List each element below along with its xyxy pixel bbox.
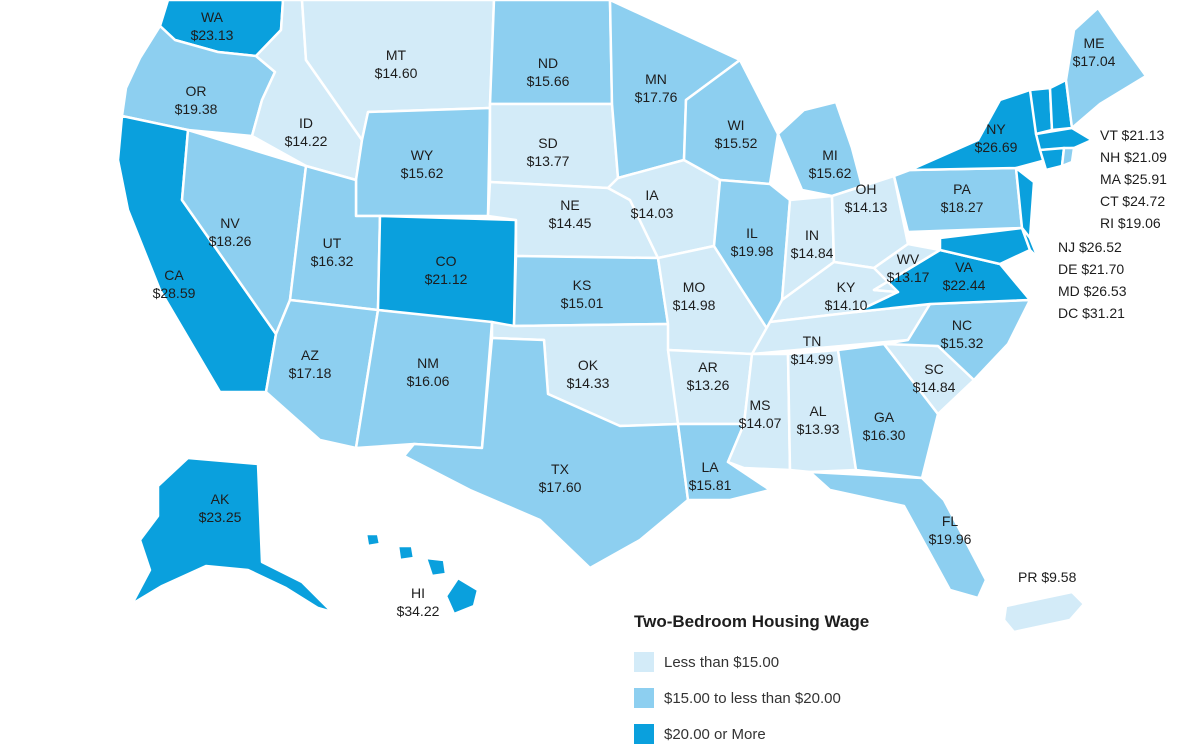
label-sc: SC $14.84 [913, 361, 956, 395]
state-md[interactable] [938, 226, 1032, 266]
legend: Two-Bedroom Housing Wage Less than $15.0… [634, 612, 869, 752]
legend-label-mid: $15.00 to less than $20.00 [664, 689, 841, 707]
label-la: LA $15.81 [689, 459, 732, 493]
label-ne: NE $14.45 [549, 197, 592, 231]
label-oh: OH $14.13 [845, 181, 888, 215]
state-wv[interactable] [872, 242, 942, 294]
label-ok: OK $14.33 [567, 357, 610, 391]
label-ri: RI $19.06 [1100, 215, 1161, 231]
legend-swatch-high [634, 724, 654, 744]
side-labels: VT $21.13 NH $21.09 MA $25.91 CT $24.72 … [1018, 127, 1167, 585]
legend-label-high: $20.00 or More [664, 725, 766, 743]
state-hi-maui[interactable] [424, 556, 448, 578]
state-pr[interactable] [1002, 590, 1086, 634]
state-hi-big[interactable] [444, 576, 480, 616]
label-nj: NJ $26.52 [1058, 239, 1122, 255]
state-hi-kauai[interactable] [364, 532, 382, 548]
label-mo: MO $14.98 [673, 279, 716, 313]
label-ms: MS $14.07 [739, 397, 782, 431]
label-nc: NC $15.32 [941, 317, 984, 351]
label-ar: AR $13.26 [687, 359, 730, 393]
label-ut: UT $16.32 [311, 235, 354, 269]
label-az: AZ $17.18 [289, 347, 332, 381]
label-mn: MN $17.76 [635, 71, 678, 105]
state-tx[interactable] [402, 336, 690, 570]
label-fl: FL $19.96 [929, 513, 972, 547]
label-nv: NV $18.26 [209, 215, 252, 249]
state-ak[interactable] [130, 456, 334, 614]
state-al[interactable] [786, 348, 858, 474]
label-me: ME $17.04 [1073, 35, 1116, 69]
label-or: OR $19.38 [175, 83, 218, 117]
state-hi-oahu[interactable] [396, 544, 416, 562]
legend-title: Two-Bedroom Housing Wage [634, 612, 870, 631]
legend-item-low: Less than $15.00 [634, 644, 869, 680]
label-ct: CT $24.72 [1100, 193, 1165, 209]
label-pr: PR $9.58 [1018, 569, 1077, 585]
state-ct[interactable] [1038, 146, 1066, 172]
label-co: CO $21.12 [425, 253, 468, 287]
label-al: AL $13.93 [797, 403, 840, 437]
label-ky: KY $14.10 [825, 279, 868, 313]
label-wy: WY $15.62 [401, 147, 444, 181]
label-hi: HI $34.22 [397, 585, 440, 619]
label-mt: MT $14.60 [375, 47, 418, 81]
label-sd: SD $13.77 [527, 135, 570, 169]
label-id: ID $14.22 [285, 115, 328, 149]
label-ny: NY $26.69 [975, 121, 1018, 155]
label-ia: IA $14.03 [631, 187, 674, 221]
state-fl[interactable] [808, 470, 988, 600]
label-va: VA $22.44 [943, 259, 986, 293]
label-dc: DC $31.21 [1058, 305, 1125, 321]
label-ca: CA $28.59 [153, 267, 196, 301]
legend-label-low: Less than $15.00 [664, 653, 780, 671]
state-mi[interactable] [776, 100, 864, 198]
label-nh: NH $21.09 [1100, 149, 1167, 165]
label-in: IN $14.84 [791, 227, 834, 261]
state-ri[interactable] [1060, 146, 1076, 168]
label-ga: GA $16.30 [863, 409, 906, 443]
label-wa: WA $23.13 [191, 9, 234, 43]
label-ma: MA $25.91 [1100, 171, 1167, 187]
label-ks: KS $15.01 [561, 277, 604, 311]
legend-item-mid: $15.00 to less than $20.00 [634, 680, 869, 716]
state-ny[interactable] [908, 88, 1048, 172]
label-pa: PA $18.27 [941, 181, 984, 215]
label-tx: TX $17.60 [539, 461, 582, 495]
state-ma[interactable] [1034, 126, 1094, 152]
state-de[interactable] [1020, 226, 1040, 260]
label-wi: WI $15.52 [715, 117, 758, 151]
label-ak: AK $23.25 [199, 491, 242, 525]
label-md: MD $26.53 [1058, 283, 1127, 299]
label-tn: TN $14.99 [791, 333, 834, 367]
label-nd: ND $15.66 [527, 55, 570, 89]
label-wv: WV $13.17 [887, 251, 930, 285]
label-nm: NM $16.06 [407, 355, 450, 389]
legend-item-high: $20.00 or More [634, 716, 869, 752]
label-il: IL $19.98 [731, 225, 774, 259]
label-vt: VT $21.13 [1100, 127, 1165, 143]
state-ga[interactable] [836, 342, 940, 480]
state-me[interactable] [1064, 6, 1148, 130]
label-mi: MI $15.62 [809, 147, 852, 181]
label-de: DE $21.70 [1058, 261, 1124, 277]
legend-swatch-mid [634, 688, 654, 708]
legend-swatch-low [634, 652, 654, 672]
state-labels: WA $23.13 OR $19.38 CA $28.59 NV $18.26 ID $1… [153, 9, 1116, 619]
